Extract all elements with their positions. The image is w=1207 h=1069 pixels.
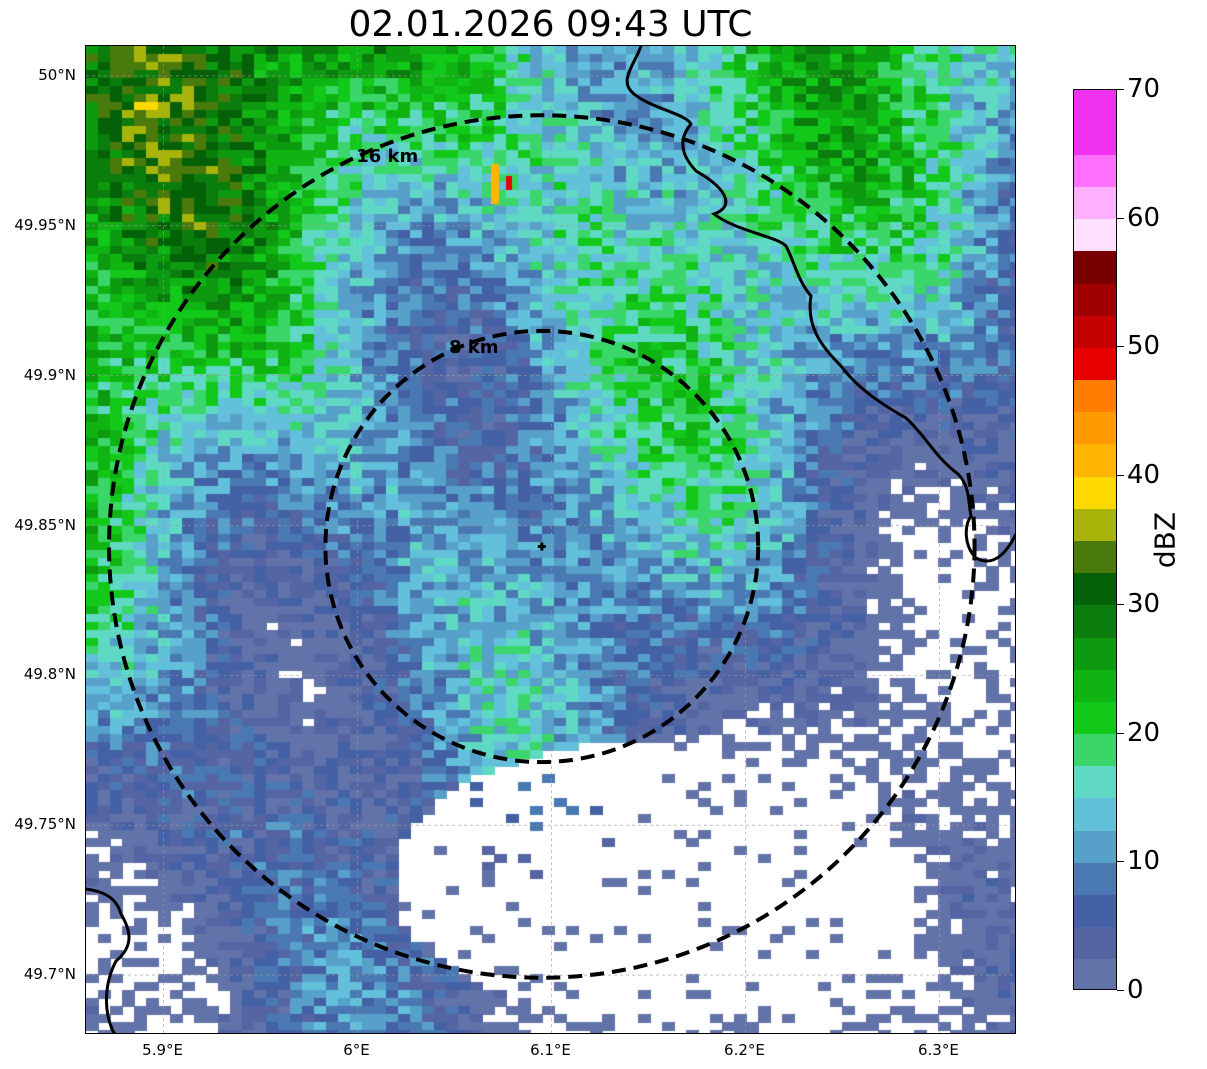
colorbar bbox=[1073, 89, 1117, 990]
colorbar-tick-mark bbox=[1117, 217, 1124, 219]
map-overlay: 8 km 16 km bbox=[86, 46, 1015, 1033]
colorbar-step bbox=[1074, 411, 1116, 445]
colorbar-tick-label: 40 bbox=[1127, 460, 1161, 491]
colorbar-tick-label: 60 bbox=[1127, 202, 1161, 233]
colorbar-tick-label: 30 bbox=[1127, 588, 1161, 619]
radar-map[interactable]: 8 km 16 km bbox=[85, 45, 1016, 1034]
colorbar-step bbox=[1074, 315, 1116, 348]
colorbar-step bbox=[1074, 669, 1116, 702]
colorbar-label: dBZ bbox=[1148, 511, 1182, 569]
lon-tick-label: 6.2°E bbox=[724, 1041, 765, 1059]
colorbar-step bbox=[1074, 476, 1116, 509]
colorbar-step bbox=[1074, 958, 1116, 989]
colorbar-step bbox=[1074, 154, 1116, 188]
border-line-east bbox=[625, 46, 1015, 563]
range-ring-8km bbox=[323, 328, 761, 765]
gridlines bbox=[86, 46, 1015, 1033]
colorbar-tick-mark bbox=[1117, 732, 1124, 734]
lat-tick-label: 49.8°N bbox=[23, 665, 76, 684]
colorbar-step bbox=[1074, 218, 1116, 252]
lon-tick-label: 5.9°E bbox=[142, 1041, 183, 1059]
lon-tick-label: 6.3°E bbox=[917, 1041, 959, 1059]
colorbar-step bbox=[1074, 637, 1116, 670]
colorbar-step bbox=[1074, 540, 1116, 574]
colorbar-step bbox=[1074, 283, 1116, 316]
radar-center-marker bbox=[537, 542, 546, 551]
colorbar-step bbox=[1074, 733, 1116, 767]
colorbar-tick-mark bbox=[1117, 475, 1124, 477]
border-line-west bbox=[86, 887, 131, 1033]
colorbar-tick-mark bbox=[1117, 990, 1124, 991]
lat-tick-label: 50°N bbox=[38, 65, 76, 84]
colorbar-step bbox=[1074, 347, 1116, 381]
lon-tick-label: 6.1°E bbox=[530, 1041, 571, 1059]
colorbar-step bbox=[1074, 90, 1116, 123]
country-borders bbox=[86, 46, 1015, 1033]
colorbar-tick-label: 20 bbox=[1127, 717, 1161, 748]
lat-tick-label: 49.9°N bbox=[23, 365, 76, 384]
colorbar-step bbox=[1074, 765, 1116, 799]
range-rings: 8 km 16 km bbox=[107, 113, 977, 980]
colorbar-tick-mark bbox=[1117, 346, 1124, 348]
colorbar-step bbox=[1074, 926, 1116, 960]
map-title: 02.01.2026 09:43 UTC bbox=[348, 4, 753, 45]
colorbar-step bbox=[1074, 797, 1116, 831]
colorbar-step bbox=[1074, 443, 1116, 477]
colorbar-step bbox=[1074, 572, 1116, 606]
colorbar-step bbox=[1074, 379, 1116, 413]
center-cross-icon bbox=[537, 542, 546, 551]
lat-tick-label: 49.75°N bbox=[14, 815, 76, 834]
colorbar-step bbox=[1074, 862, 1116, 895]
range-ring-16km bbox=[107, 113, 977, 980]
colorbar-step bbox=[1074, 894, 1116, 928]
colorbar-tick-mark bbox=[1117, 89, 1124, 90]
colorbar-tick-mark bbox=[1117, 861, 1124, 863]
ring-label: 8 km bbox=[449, 337, 499, 358]
colorbar-step bbox=[1074, 250, 1116, 284]
colorbar-step bbox=[1074, 701, 1116, 735]
ring-label: 16 km bbox=[356, 146, 418, 167]
reflectivity-layer bbox=[86, 46, 1015, 1033]
colorbar-step bbox=[1074, 122, 1116, 155]
colorbar-tick-label: 0 bbox=[1127, 975, 1144, 1005]
lat-tick-label: 49.85°N bbox=[14, 515, 76, 534]
colorbar-step bbox=[1074, 830, 1116, 863]
colorbar-tick-label: 50 bbox=[1127, 331, 1161, 362]
lat-tick-label: 49.95°N bbox=[14, 215, 76, 234]
colorbar-step bbox=[1074, 604, 1116, 638]
colorbar-tick-label: 70 bbox=[1127, 74, 1161, 104]
colorbar-tick-mark bbox=[1117, 603, 1124, 605]
colorbar-step bbox=[1074, 186, 1116, 220]
lon-tick-label: 6°E bbox=[343, 1041, 370, 1059]
lat-tick-label: 49.7°N bbox=[23, 965, 76, 984]
colorbar-step bbox=[1074, 508, 1116, 541]
colorbar-tick-label: 10 bbox=[1127, 846, 1161, 877]
